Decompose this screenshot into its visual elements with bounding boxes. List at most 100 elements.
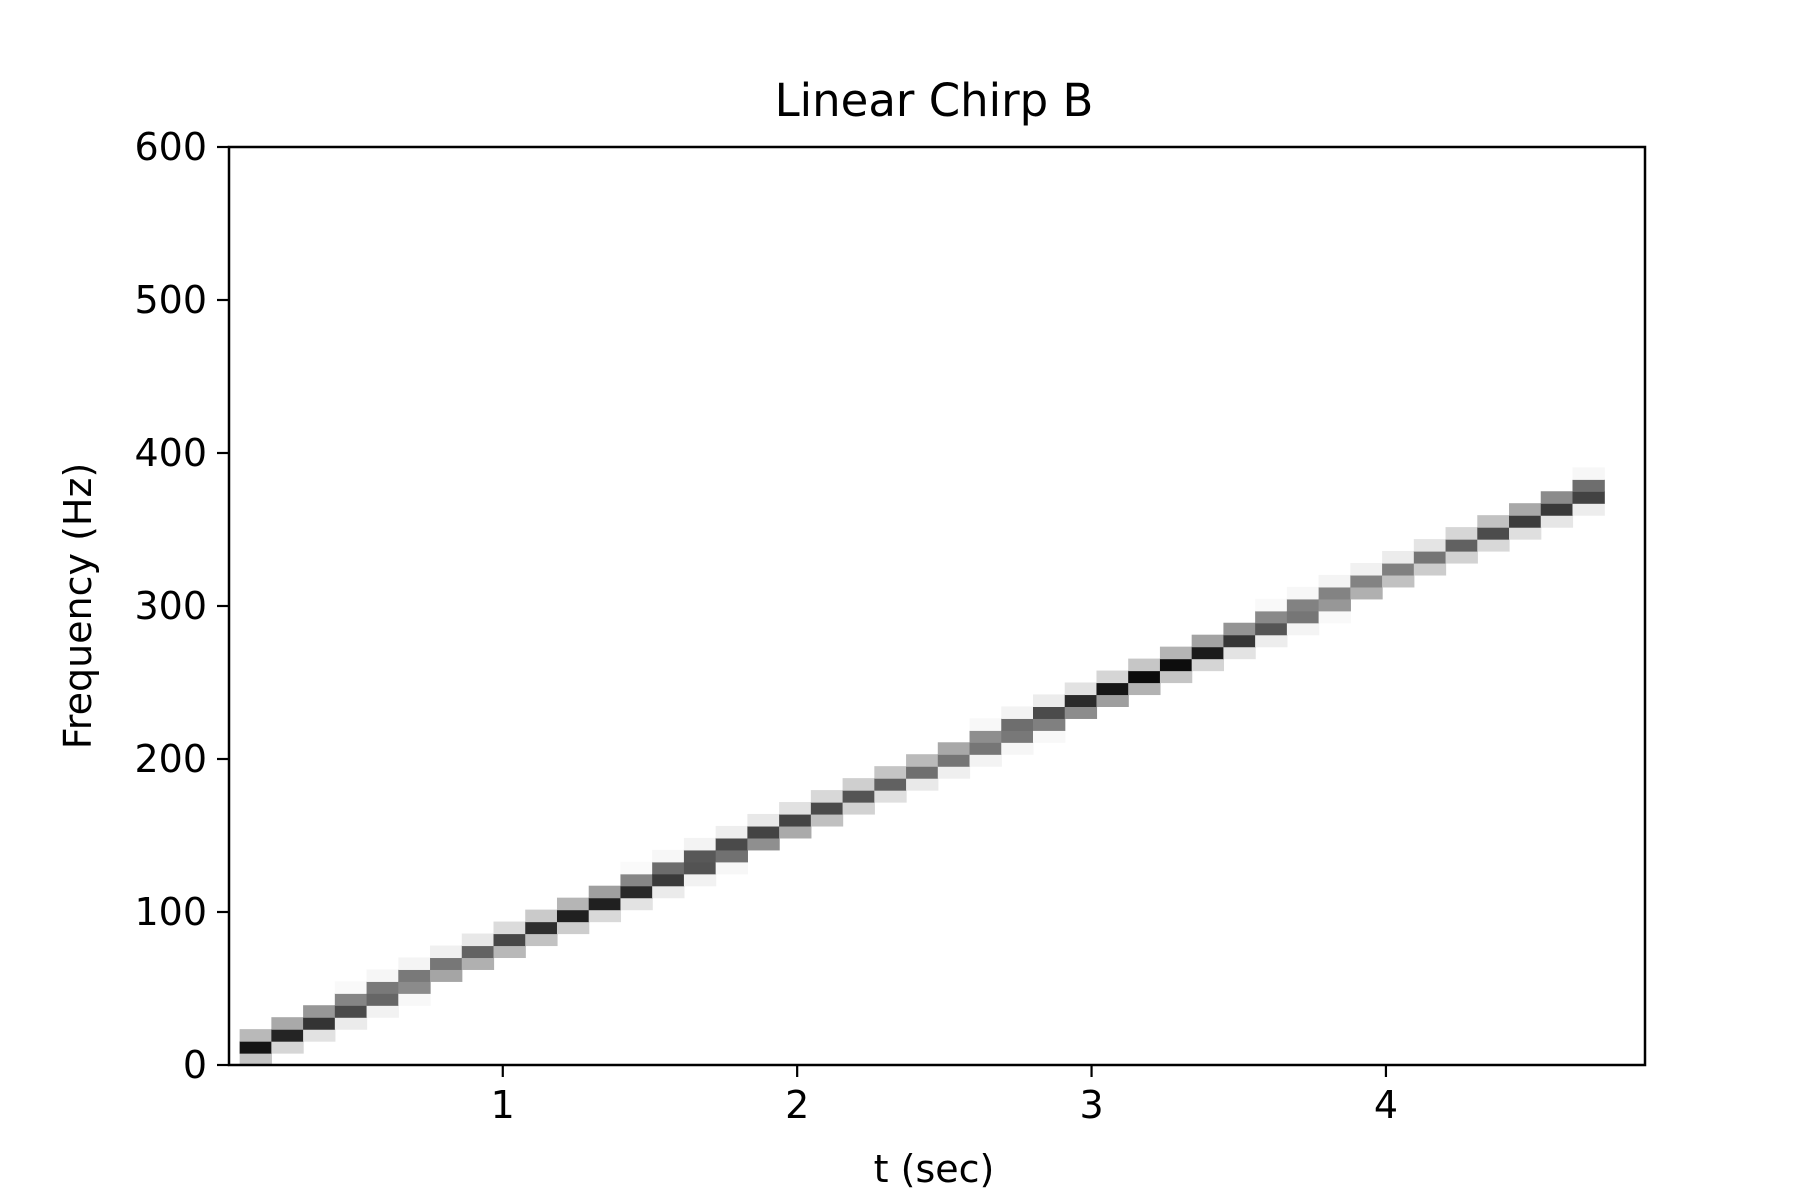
spectrogram-cell (366, 1005, 399, 1018)
y-tick-label: 200 (134, 737, 207, 781)
spectrogram-cell (1159, 658, 1193, 672)
x-axis-ticks: 1 2 3 4 (491, 1065, 1398, 1127)
spectrogram-cell (525, 933, 558, 947)
spectrogram-cell (1033, 706, 1066, 719)
spectrogram-cell (1572, 503, 1605, 516)
spectrogram-cell (1540, 515, 1574, 528)
spectrogram-cell (969, 742, 1002, 755)
spectrogram-cell (747, 813, 780, 827)
spectrogram-cell (1001, 742, 1034, 755)
spectrogram-cell (1318, 610, 1351, 624)
y-tick-label: 0 (183, 1043, 207, 1087)
spectrogram-cell (525, 921, 558, 935)
spectrogram-cell (398, 969, 431, 982)
spectrogram-cell (620, 897, 653, 911)
spectrogram-cell (430, 945, 463, 959)
spectrogram-cell (1064, 694, 1098, 707)
spectrogram-cell (493, 933, 526, 947)
y-axis-label: Frequency (Hz) (56, 463, 100, 750)
spectrogram-cell (334, 1005, 368, 1018)
spectrogram-cell (1286, 586, 1320, 600)
spectrogram-cell (430, 969, 463, 982)
spectrogram-cell (779, 825, 812, 839)
x-tick-label: 3 (1079, 1083, 1103, 1127)
spectrogram-cell (874, 766, 907, 779)
spectrogram-cell (588, 897, 622, 911)
x-tick-label: 1 (491, 1083, 515, 1127)
spectrogram-cell (271, 1029, 304, 1042)
spectrogram-cell (303, 1029, 336, 1042)
spectrogram-cell (1128, 670, 1161, 684)
spectrogram-cell (1128, 658, 1161, 672)
spectrogram-cell (1128, 682, 1161, 696)
spectrogram-cell (620, 885, 653, 899)
spectrogram-cell (1159, 670, 1193, 684)
spectrogram-cell (652, 849, 685, 863)
spectrogram-cell (271, 1017, 304, 1030)
spectrogram-cell (366, 981, 399, 994)
spectrogram-cell (1033, 730, 1066, 743)
spectrogram-cell (239, 1041, 272, 1054)
spectrogram-cell (779, 813, 812, 827)
spectrogram-cell (842, 802, 875, 815)
spectrogram-cell (1033, 718, 1066, 731)
spectrogram-cell (1413, 539, 1447, 552)
spectrogram-cell (842, 790, 875, 803)
spectrogram-cell (1318, 598, 1351, 612)
y-tick-label: 100 (134, 890, 207, 934)
spectrogram-cell (303, 1005, 336, 1018)
spectrogram-cell (715, 849, 748, 863)
spectrogram-cell (1033, 694, 1066, 707)
spectrogram-cell (1191, 634, 1224, 648)
spectrogram-cell (461, 957, 495, 970)
spectrogram-cell (1382, 551, 1415, 564)
spectrogram-cell (398, 981, 431, 994)
spectrogram-cell (1572, 467, 1605, 480)
spectrogram-cell (874, 790, 907, 803)
spectrogram-cell (620, 873, 653, 887)
spectrogram-cell (906, 778, 939, 791)
y-tick-label: 400 (134, 431, 207, 475)
spectrogram-cell (461, 933, 495, 947)
spectrogram-cell (1350, 574, 1383, 588)
spectrogram-cell (1382, 574, 1415, 588)
spectrogram-cell (1477, 527, 1510, 540)
spectrogram-cell (715, 837, 748, 851)
spectrogram-cell (1001, 718, 1034, 731)
spectrogram-cell (588, 885, 622, 899)
spectrogram-cell (810, 802, 844, 815)
spectrogram-cell (1540, 491, 1574, 504)
spectrogram-cell (906, 754, 939, 767)
spectrogram-cell (1096, 694, 1129, 707)
spectrogram-cell (810, 790, 844, 803)
spectrogram-cell (779, 802, 812, 815)
spectrogram-cell (1159, 646, 1193, 660)
spectrogram-cell (747, 837, 780, 851)
spectrogram-cell (493, 945, 526, 959)
spectrogram-cell (430, 957, 463, 970)
spectrogram-cell (398, 957, 431, 970)
y-tick-label: 600 (134, 125, 207, 169)
spectrogram-cell (366, 993, 399, 1006)
spectrogram-cell (1001, 730, 1034, 743)
spectrogram-cells (239, 467, 1605, 1065)
spectrogram-cell (937, 754, 971, 767)
spectrogram-cell (842, 778, 875, 791)
y-tick-label: 500 (134, 278, 207, 322)
spectrogram-cell (969, 718, 1002, 731)
spectrogram-cell (334, 993, 368, 1006)
spectrogram-cell (969, 730, 1002, 743)
spectrogram-cell (1382, 562, 1415, 576)
x-tick-label: 2 (785, 1083, 809, 1127)
spectrogram-cell (1509, 515, 1542, 528)
spectrogram-cell (1318, 574, 1351, 588)
spectrogram-cell (271, 1041, 304, 1054)
spectrogram-cell (1255, 622, 1288, 636)
spectrogram-cell (747, 825, 780, 839)
spectrogram-cell (1445, 539, 1478, 552)
spectrogram-cell (1477, 539, 1510, 552)
spectrogram-cell (1191, 658, 1224, 672)
x-tick-label: 4 (1374, 1083, 1398, 1127)
spectrogram-cell (556, 897, 590, 911)
spectrogram-cell (715, 825, 748, 839)
